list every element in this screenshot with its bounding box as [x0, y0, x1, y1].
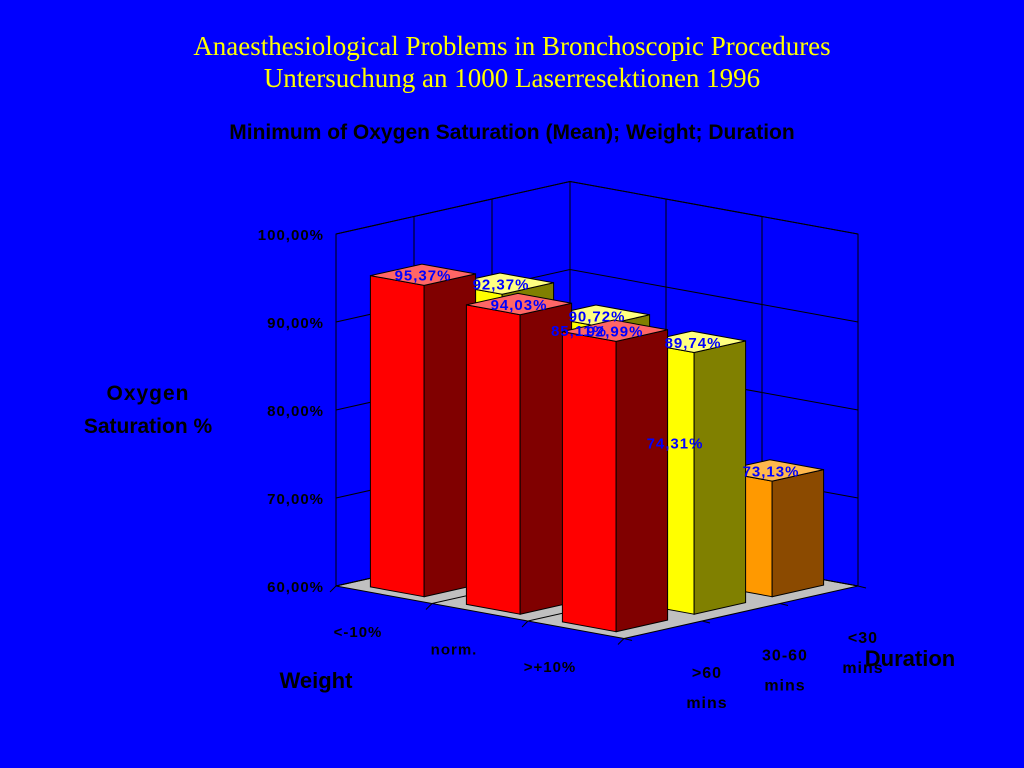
bar-front-face [561, 331, 617, 633]
data-label: 74,31% [647, 436, 704, 453]
series-tick-label: mins [842, 660, 883, 677]
y-tick [701, 620, 711, 624]
slide-subtitle: Untersuchung an 1000 Laserresektionen 19… [263, 63, 761, 93]
x-tick [617, 638, 625, 645]
y-axis-title: Duration [865, 646, 955, 671]
bar-top-face [466, 292, 572, 316]
category-tick-label: <-10% [334, 624, 383, 641]
series-tick-label: 30-60 [762, 647, 808, 664]
chart-labels: 60,00% 70,00% 80,00% 90,00% 100,00% <-10% norm… [84, 121, 955, 712]
y-tick [857, 585, 867, 589]
category-tick-label: >+10% [524, 659, 577, 676]
category-tick-label: norm. [431, 641, 478, 658]
bar-top-face [370, 263, 476, 286]
bar [369, 263, 477, 598]
data-label: 94,03% [491, 297, 548, 314]
z-axis-title: Saturation % [84, 415, 213, 438]
bar [561, 319, 669, 633]
z-tick-label: 80,00% [267, 403, 324, 420]
y-tick [779, 603, 789, 606]
bar-front-face [465, 304, 521, 615]
z-axis-title: Oxygen [106, 382, 189, 405]
series-tick-label: mins [764, 677, 805, 694]
y-tick [623, 638, 633, 641]
z-tick-label: 70,00% [267, 491, 324, 508]
z-tick-label: 100,00% [258, 227, 324, 244]
bars: 85,11% 74,31% 73,13% 92,37% 90,72% 89,74% 95,3… [369, 263, 825, 633]
data-label: 73,13% [743, 463, 800, 480]
bar-side-face [693, 340, 747, 615]
bar [465, 292, 573, 615]
data-label: 92,99% [587, 324, 644, 341]
x-tick [329, 585, 337, 593]
bar-side-face [615, 329, 669, 633]
bar-front-face [369, 275, 425, 598]
z-tick-label: 90,00% [267, 315, 324, 332]
series-tick-label: <30 [848, 630, 878, 647]
z-tick-label: 60,00% [267, 579, 324, 596]
series-tick-label: mins [686, 695, 727, 712]
data-label: 85,11% [551, 323, 607, 340]
x-tick [425, 603, 433, 610]
data-label: 89,74% [665, 335, 722, 352]
bar-side-face [771, 468, 825, 598]
data-label: 95,37% [395, 268, 452, 285]
x-axis-title: Weight [280, 668, 354, 693]
data-label: 90,72% [569, 309, 626, 326]
chart-title: Minimum of Oxygen Saturation (Mean); Wei… [229, 121, 794, 144]
series-tick-label: >60 [692, 665, 722, 682]
slide-title: Anaesthesiological Problems in Bronchosc… [193, 31, 831, 61]
bar-top-face [562, 319, 668, 342]
x-tick [521, 620, 529, 628]
data-label: 92,37% [473, 277, 530, 294]
